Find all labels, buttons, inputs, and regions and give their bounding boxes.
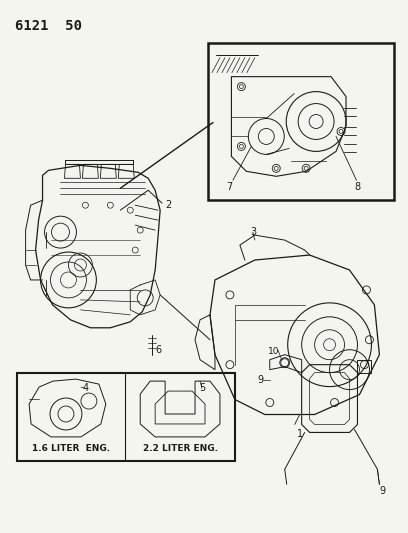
Text: 5: 5 bbox=[199, 383, 205, 393]
Text: 9: 9 bbox=[379, 486, 386, 496]
Text: 3: 3 bbox=[250, 227, 256, 237]
Text: 2.2 LITER ENG.: 2.2 LITER ENG. bbox=[142, 445, 217, 454]
Text: 1: 1 bbox=[297, 430, 303, 439]
Text: 4: 4 bbox=[83, 383, 89, 393]
Bar bbox=[17, 373, 235, 462]
Text: 7: 7 bbox=[226, 182, 232, 192]
Text: 6121  50: 6121 50 bbox=[15, 19, 82, 33]
Text: 8: 8 bbox=[355, 182, 361, 192]
Text: 2: 2 bbox=[165, 200, 171, 210]
Text: 6: 6 bbox=[155, 345, 161, 355]
Text: 10: 10 bbox=[268, 347, 279, 356]
Bar bbox=[208, 43, 395, 200]
Text: 1.6 LITER  ENG.: 1.6 LITER ENG. bbox=[32, 445, 110, 454]
Text: 9: 9 bbox=[258, 375, 264, 385]
